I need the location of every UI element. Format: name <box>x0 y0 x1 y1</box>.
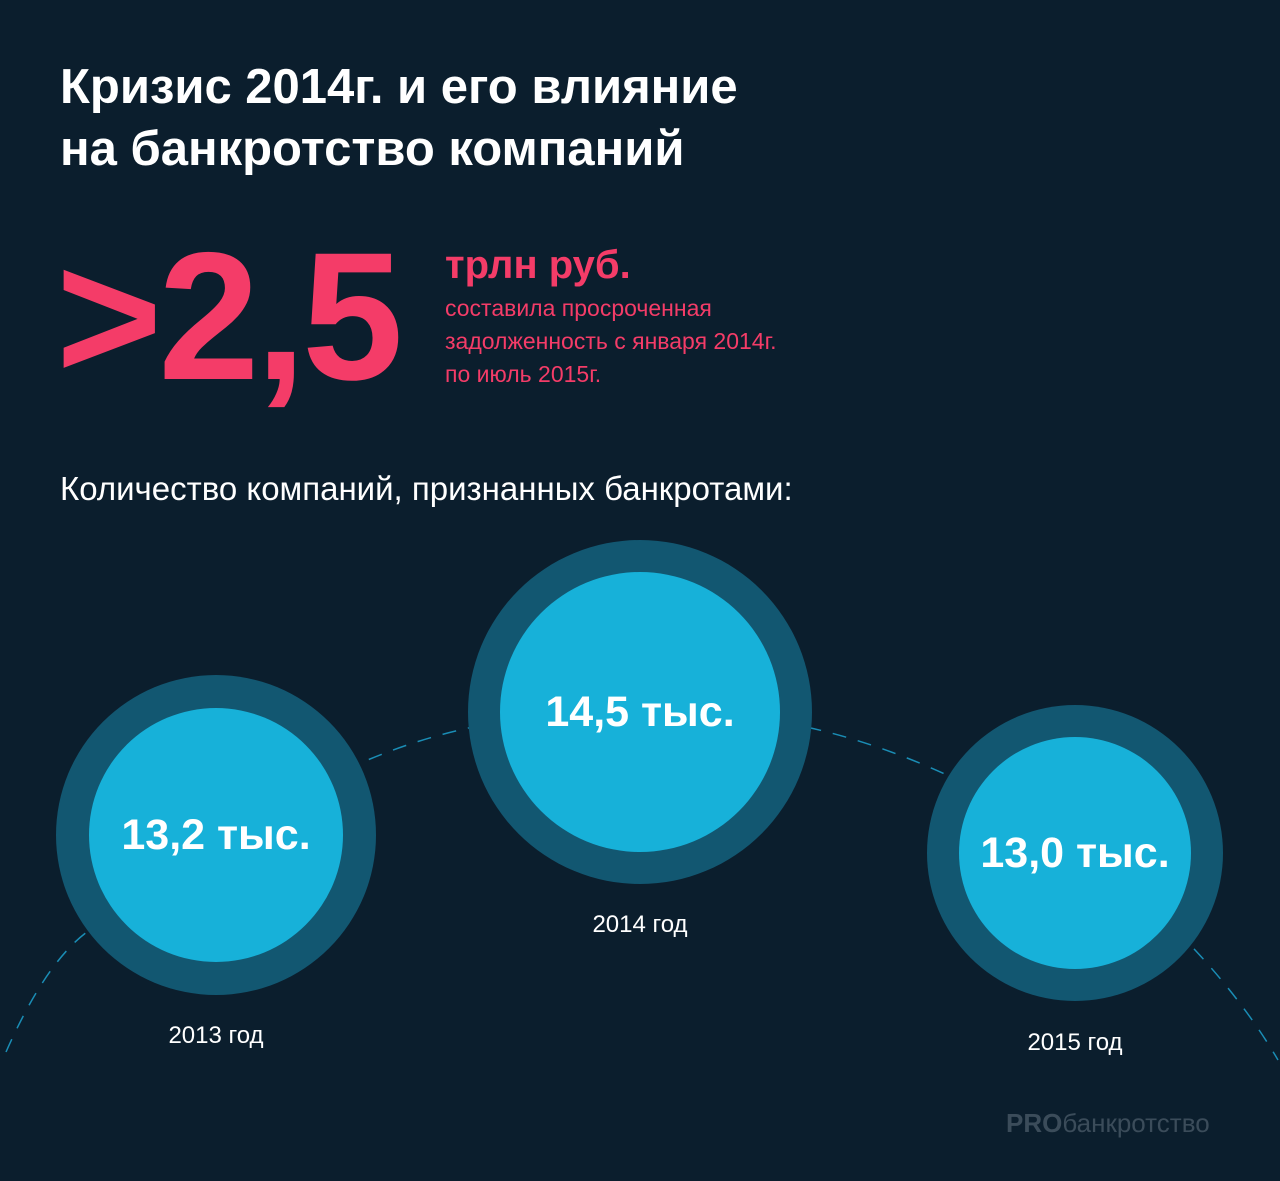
debt-description: составила просроченная задолженность с я… <box>445 292 777 391</box>
title-line-1: Кризис 2014г. и его влияние <box>60 60 738 114</box>
bubble-2014-year: 2014 год <box>592 911 688 938</box>
bubble-2013-year: 2013 год <box>168 1022 264 1049</box>
bubble-2015-value: 13,0 тыс. <box>980 828 1170 877</box>
bubble-2015-year: 2015 год <box>1027 1029 1123 1056</box>
bubble-2015: 13,0 тыс. <box>959 737 1191 969</box>
bankruptcies-subtitle: Количество компаний, признанных банкрота… <box>60 470 793 507</box>
debt-description-line-2: задолженность с января 2014г. <box>445 328 777 354</box>
bubble-2014-value: 14,5 тыс. <box>545 687 735 736</box>
debt-unit: трлн руб. <box>445 243 631 287</box>
debt-description-line-3: по июль 2015г. <box>445 361 602 387</box>
logo-pro-text: PRO <box>1006 1108 1063 1138</box>
debt-description-line-1: составила просроченная <box>445 295 712 321</box>
debt-value: >2,5 <box>56 214 403 418</box>
title-line-2: на банкротство компаний <box>60 122 685 176</box>
brand-logo: PROбанкротство <box>1006 1108 1210 1139</box>
bubble-2014: 14,5 тыс. <box>500 572 780 852</box>
dashed-arc-mid-left <box>344 721 501 771</box>
bubble-2013: 13,2 тыс. <box>89 708 343 962</box>
dashed-arc-right <box>1175 929 1279 1061</box>
page-title: Кризис 2014г. и его влияние на банкротст… <box>60 56 738 180</box>
bubble-2013-value: 13,2 тыс. <box>121 810 311 859</box>
logo-rest-text: банкротство <box>1062 1108 1210 1138</box>
